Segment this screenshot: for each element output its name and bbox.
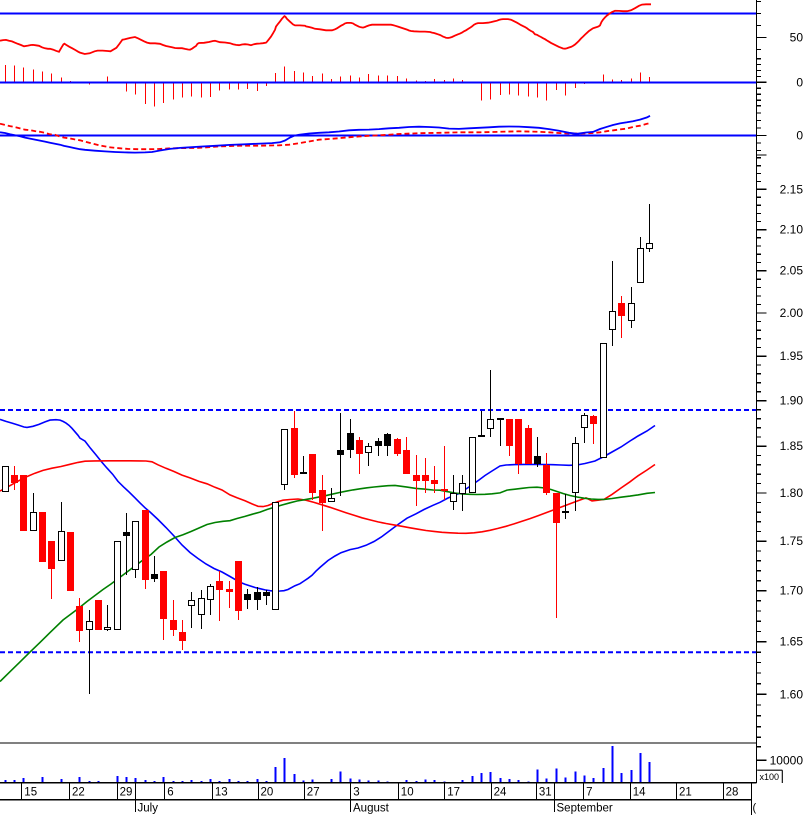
svg-text:2.15: 2.15 [780,182,804,196]
svg-text:x100: x100 [760,772,780,782]
svg-text:14: 14 [633,787,646,799]
svg-text:1.85: 1.85 [780,439,804,453]
svg-text:0: 0 [796,75,803,89]
svg-text:2.00: 2.00 [780,306,804,320]
svg-text:0: 0 [796,128,803,142]
svg-text:1.60: 1.60 [780,687,804,701]
svg-text:15: 15 [24,787,37,799]
svg-text:1.90: 1.90 [780,394,804,408]
svg-text:September: September [557,803,613,815]
svg-text:August: August [353,803,390,815]
svg-text:24: 24 [494,787,507,799]
svg-text:1.65: 1.65 [780,635,804,649]
svg-text:6: 6 [167,787,173,799]
svg-text:29: 29 [120,787,133,799]
svg-text:July: July [138,803,159,815]
svg-text:10000: 10000 [770,753,804,767]
svg-text:50: 50 [790,31,804,45]
svg-text:2.05: 2.05 [780,264,804,278]
svg-text:17: 17 [447,787,460,799]
svg-text:3: 3 [353,787,359,799]
svg-text:1.80: 1.80 [780,486,804,500]
svg-text:31: 31 [539,787,552,799]
svg-text:28: 28 [726,787,739,799]
svg-text:27: 27 [307,787,320,799]
svg-text:(: ( [753,802,757,814]
svg-text:20: 20 [261,787,274,799]
svg-text:2.10: 2.10 [780,223,804,237]
svg-text:21: 21 [679,787,692,799]
svg-text:10: 10 [401,787,414,799]
svg-text:7: 7 [586,787,592,799]
svg-text:13: 13 [215,787,228,799]
svg-text:1.95: 1.95 [780,349,804,363]
svg-text:1.70: 1.70 [780,584,804,598]
svg-text:1.75: 1.75 [780,534,804,548]
svg-text:22: 22 [72,787,85,799]
